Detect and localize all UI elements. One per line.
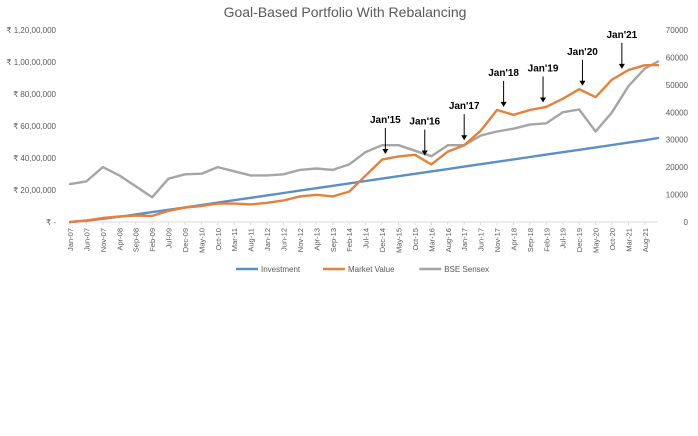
x-tick-label: Sep-13 <box>329 228 338 252</box>
y-right-tick-label: 40000 <box>666 108 689 117</box>
x-tick-label: Aug-21 <box>641 228 650 252</box>
y-left-tick-label: ₹ 80,00,000 <box>13 90 56 99</box>
chart-title: Goal-Based Portfolio With Rebalancing <box>224 4 467 20</box>
x-tick-label: Aug-16 <box>444 228 453 252</box>
x-tick-label: Mar-16 <box>427 228 436 252</box>
x-tick-label: Oct-10 <box>214 228 223 251</box>
x-tick-label: Feb-14 <box>345 228 354 252</box>
x-tick-label: Nov-12 <box>296 228 305 252</box>
x-tick-label: Jan-12 <box>263 228 272 251</box>
x-tick-label: Nov-17 <box>493 228 502 252</box>
x-tick-label: Apr-13 <box>312 228 321 251</box>
x-tick-label: May-15 <box>394 228 403 253</box>
x-tick-label: Jul-09 <box>165 228 174 248</box>
x-tick-label: Apr-08 <box>115 228 124 251</box>
annotation-label: Jan'17 <box>449 101 480 112</box>
y-right-tick-label: 0 <box>684 218 689 227</box>
legend-item: Market Value <box>348 265 395 274</box>
x-tick-label: Dec-19 <box>575 228 584 252</box>
annotation-arrowhead <box>382 148 389 154</box>
series-line-investment <box>68 136 660 224</box>
x-tick-label: Feb-09 <box>148 228 157 252</box>
x-tick-label: Sep-18 <box>526 228 535 252</box>
series-line-bse-sensex <box>68 60 660 199</box>
x-tick-label: Jul-19 <box>559 228 568 248</box>
x-tick-label: Jan-07 <box>66 228 75 251</box>
series-line-market-value <box>68 63 660 224</box>
y-right-tick-label: 50000 <box>666 81 689 90</box>
annotation-arrowhead <box>540 97 547 103</box>
x-tick-label: Jun-17 <box>477 228 486 251</box>
annotation-label: Jan'19 <box>528 63 559 74</box>
legend-item: BSE Sensex <box>444 265 489 274</box>
annotation-label: Jan'21 <box>606 30 637 41</box>
y-left-tick-label: ₹ 40,00,000 <box>13 154 56 163</box>
x-tick-label: Mar-21 <box>624 228 633 252</box>
y-left-tick-label: ₹ 1,20,00,000 <box>6 26 56 35</box>
legend-item: Investment <box>261 265 301 274</box>
y-left-tick-label: ₹ 1,00,00,000 <box>6 58 56 67</box>
annotation-arrowhead <box>579 80 586 86</box>
x-tick-label: Jun-07 <box>82 228 91 251</box>
y-left-tick-label: ₹ 20,00,000 <box>13 186 56 195</box>
x-tick-label: Jan-17 <box>460 228 469 251</box>
annotation-arrowhead <box>618 63 625 69</box>
x-tick-label: Mar-11 <box>230 228 239 251</box>
x-tick-label: Jun-12 <box>280 228 289 251</box>
y-right-tick-label: 20000 <box>666 163 689 172</box>
x-tick-label: Apr-18 <box>509 228 518 251</box>
y-right-tick-label: 70000 <box>666 26 689 35</box>
y-right-tick-label: 10000 <box>666 191 689 200</box>
x-tick-label: Oct-15 <box>411 228 420 251</box>
annotation-label: Jan'20 <box>567 47 598 58</box>
y-left-tick-label: ₹ - <box>46 218 56 227</box>
x-tick-label: Jul-14 <box>362 228 371 248</box>
y-right-tick-label: 30000 <box>666 136 689 145</box>
annotation-arrowhead <box>500 101 507 107</box>
x-tick-label: May-20 <box>592 228 601 253</box>
x-tick-label: Aug-11 <box>247 228 256 252</box>
annotation-arrowhead <box>461 135 468 141</box>
annotation-label: Jan'15 <box>370 115 401 126</box>
x-tick-label: Oct-20 <box>608 228 617 251</box>
x-tick-label: Nov-07 <box>99 228 108 252</box>
y-right-tick-label: 60000 <box>666 53 689 62</box>
x-tick-label: Dec-09 <box>181 228 190 252</box>
annotation-label: Jan'18 <box>488 68 519 79</box>
annotation-arrowhead <box>421 150 428 156</box>
x-tick-label: May-10 <box>197 228 206 253</box>
annotation-label: Jan'16 <box>409 117 440 128</box>
x-tick-label: Dec-14 <box>378 228 387 252</box>
x-tick-label: Sep-08 <box>132 228 141 252</box>
x-tick-label: Feb-19 <box>542 228 551 252</box>
y-left-tick-label: ₹ 60,00,000 <box>13 122 56 131</box>
